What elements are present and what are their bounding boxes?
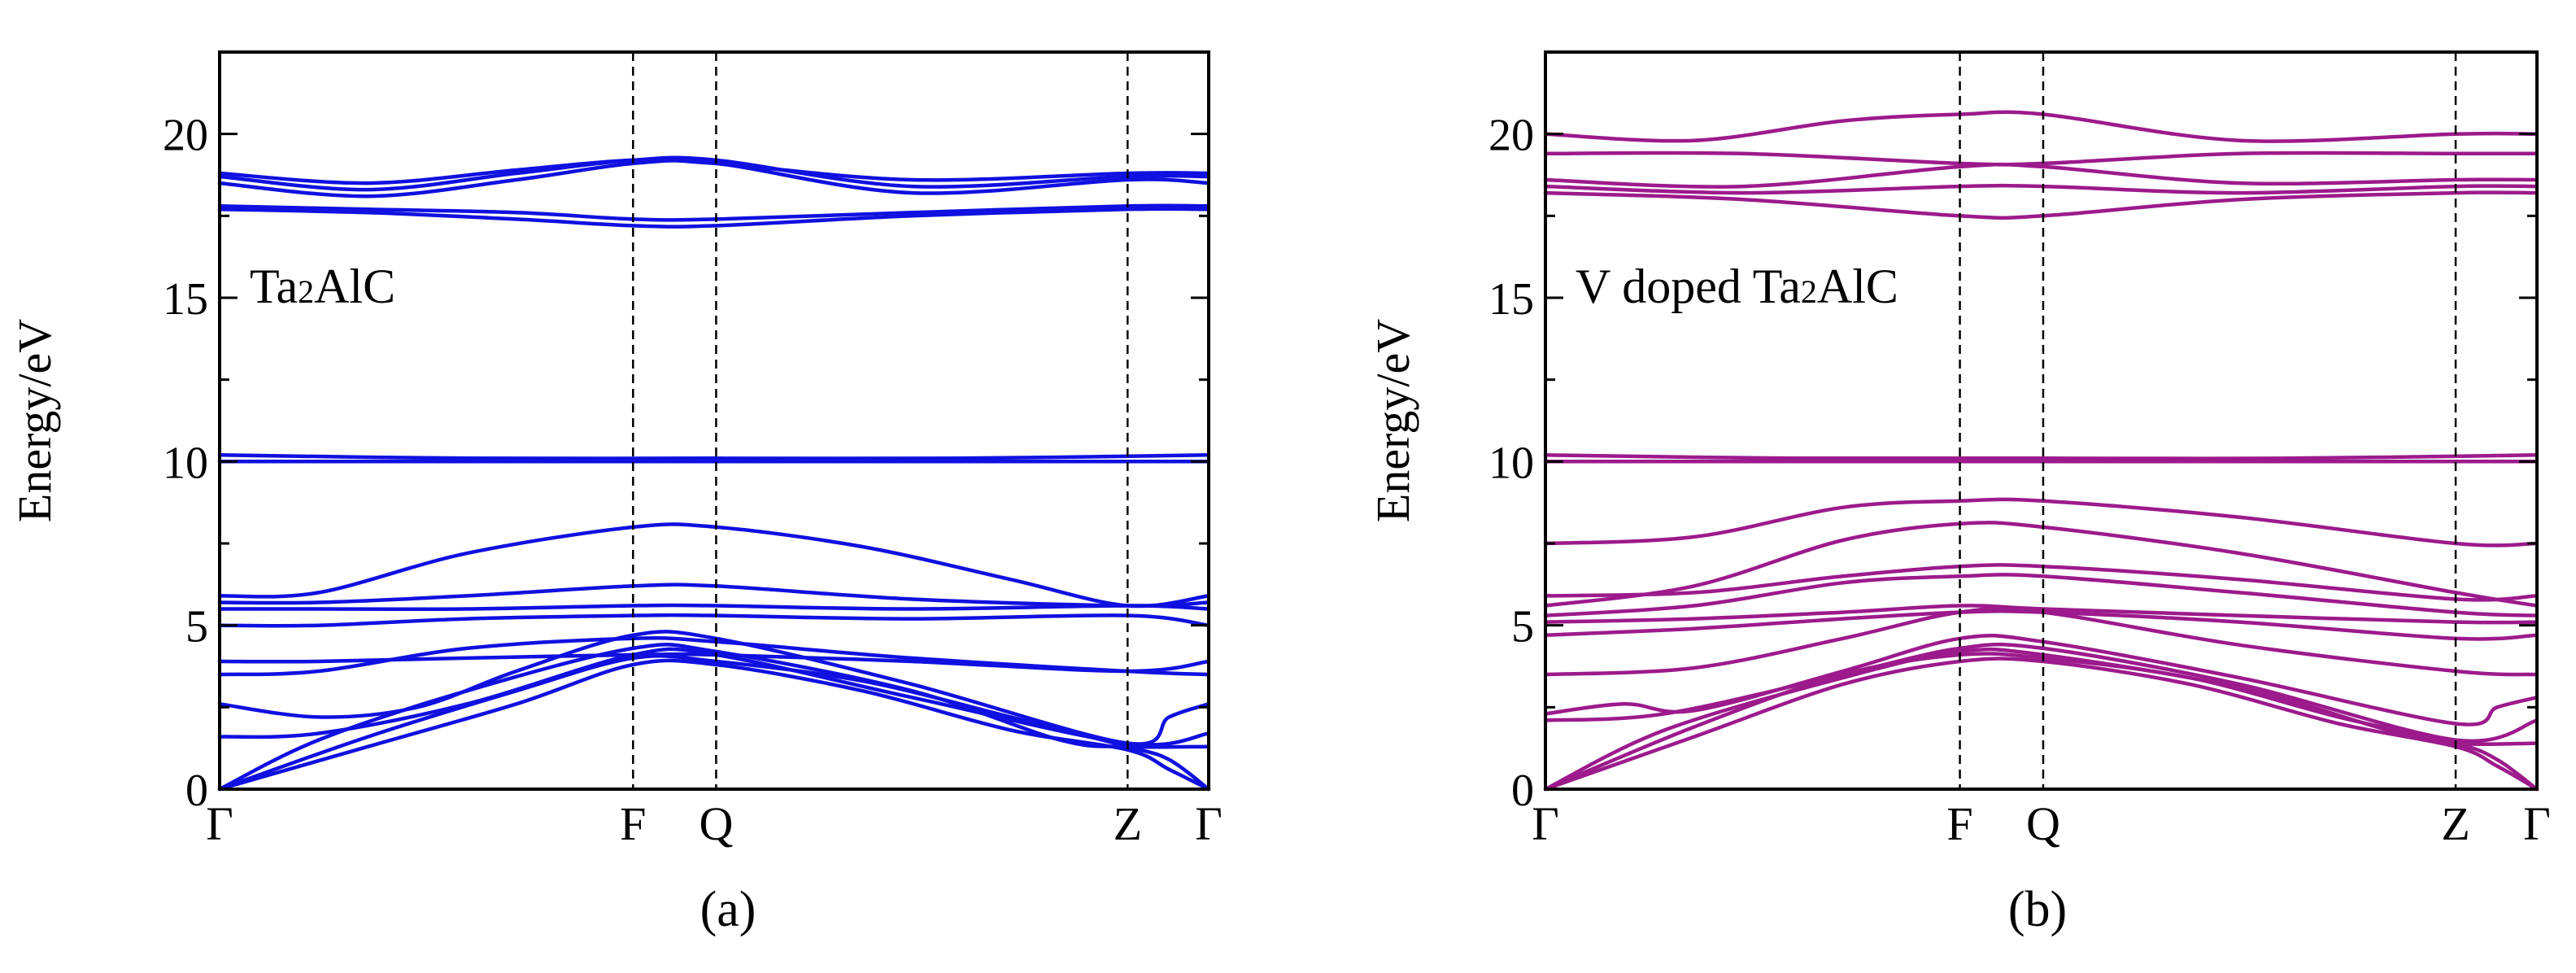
y-tick-labels: 0 5 10 15 20	[1489, 111, 1534, 816]
band-line	[217, 658, 1211, 792]
y-tick-label: 0	[1511, 766, 1534, 816]
band-line	[217, 582, 1211, 608]
y-tick-label: 20	[163, 111, 208, 161]
kpoint-label: F	[1946, 797, 1972, 850]
y-tick-labels: 0 5 10 15 20	[163, 111, 208, 816]
band-line	[217, 203, 1211, 222]
panel-label: (b)	[2008, 882, 2067, 937]
plot-frame	[218, 50, 1210, 791]
kpoint-label: Γ	[1195, 797, 1223, 850]
y-tick-label: 20	[1489, 111, 1534, 161]
y-tick-label: 0	[185, 766, 208, 816]
y-tick-label: 15	[163, 274, 208, 325]
kpoint-dashed-lines	[1959, 52, 2457, 789]
band-line	[1543, 647, 2539, 792]
kpoint-label: Γ	[1532, 797, 1559, 850]
kpoint-label: Q	[2026, 797, 2060, 850]
band-line	[1543, 110, 2539, 143]
plot-frame	[1544, 50, 2539, 791]
band-line	[1543, 634, 2539, 726]
kpoint-label: F	[620, 797, 646, 850]
band-line	[217, 613, 1211, 628]
structure-annotation: V doped Ta2AlC	[1576, 260, 1898, 313]
band-line	[217, 158, 1211, 185]
kpoint-label: Q	[699, 797, 733, 850]
band-line	[217, 652, 1211, 674]
kpoint-label: Z	[1114, 797, 1142, 850]
y-tick-label: 5	[185, 602, 208, 652]
y-axis-ticks	[220, 50, 1209, 791]
y-tick-label: 10	[1489, 438, 1534, 488]
kpoint-label: Z	[2441, 797, 2469, 850]
band-line	[1543, 151, 2539, 167]
band-line	[217, 453, 1211, 460]
kpoint-label: Γ	[2523, 797, 2551, 850]
band-line	[1543, 573, 2539, 617]
kpoint-dashed-lines	[632, 52, 1129, 789]
band-lines-group	[1543, 110, 2539, 792]
structure-annotation: Ta2AlC	[250, 260, 395, 313]
panel-label: (a)	[700, 882, 756, 937]
band-line	[217, 647, 1211, 747]
band-line	[217, 207, 1211, 229]
band-line	[217, 155, 1211, 192]
band-line	[1543, 657, 2539, 792]
y-tick-label: 10	[163, 438, 208, 488]
band-lines-group	[217, 155, 1211, 792]
band-line	[217, 522, 1211, 609]
band-line	[1543, 453, 2539, 460]
y-tick-label: 5	[1511, 602, 1534, 652]
kpoint-label: Γ	[206, 797, 233, 850]
y-axis-ticks	[1545, 50, 2537, 791]
band-line	[1543, 190, 2539, 220]
band-line	[1543, 521, 2539, 608]
band-line	[1543, 497, 2539, 548]
band-line	[1543, 604, 2539, 625]
band-line	[217, 643, 1211, 792]
y-axis-label: Energy/eV	[8, 319, 61, 522]
band-line	[217, 630, 1211, 746]
y-tick-label: 15	[1489, 274, 1534, 325]
band-line	[1543, 609, 2539, 641]
y-axis-label: Energy/eV	[1366, 319, 1419, 522]
band-line	[1543, 563, 2539, 602]
band-line	[1543, 162, 2539, 189]
